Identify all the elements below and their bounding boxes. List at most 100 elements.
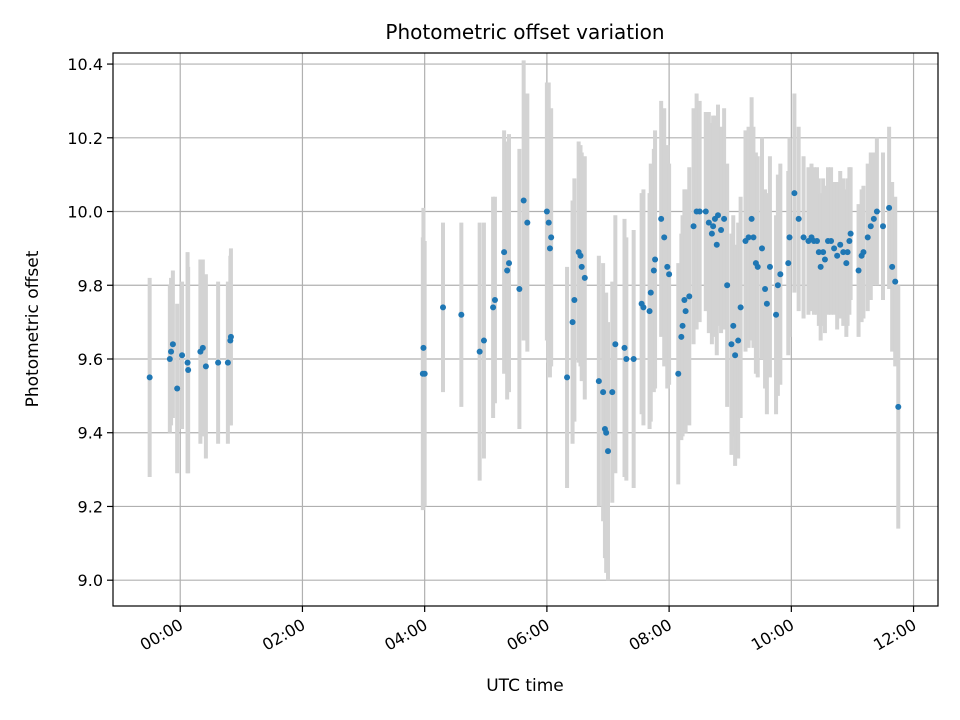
y-tick-label: 9.2: [78, 497, 103, 516]
data-point: [199, 344, 206, 351]
data-point: [791, 190, 798, 197]
data-point: [855, 267, 862, 274]
data-point: [569, 319, 576, 326]
data-point: [169, 341, 176, 348]
x-axis-label: UTC time: [486, 676, 564, 696]
data-point: [548, 234, 555, 241]
data-point: [774, 282, 781, 289]
data-point: [713, 241, 720, 248]
data-point: [564, 374, 571, 381]
plot-frame: [112, 52, 939, 607]
y-tick-label: 9.6: [78, 350, 103, 369]
data-point: [480, 337, 487, 344]
y-tick-label: 9.8: [78, 276, 103, 295]
data-point: [506, 260, 512, 267]
data-point: [724, 282, 731, 289]
data-point: [664, 263, 671, 270]
data-point: [501, 249, 508, 256]
data-point: [215, 359, 222, 366]
data-point: [754, 263, 761, 270]
data-point: [889, 263, 896, 270]
data-point: [646, 308, 653, 315]
data-point: [682, 308, 689, 315]
data-point: [705, 219, 712, 226]
data-point: [745, 234, 752, 241]
data-point: [762, 285, 769, 292]
data-point: [520, 197, 527, 204]
data-point: [678, 333, 685, 340]
data-point: [661, 234, 668, 241]
data-point: [773, 311, 780, 318]
data-point: [846, 238, 853, 245]
data-point: [763, 300, 770, 307]
data-point: [737, 304, 744, 311]
data-point: [892, 278, 899, 285]
data-point: [786, 234, 793, 241]
data-point: [860, 249, 867, 256]
data-point: [666, 271, 673, 278]
data-point: [880, 223, 886, 230]
data-point: [603, 429, 610, 436]
data-point: [815, 249, 822, 256]
data-point: [647, 289, 654, 296]
data-point: [837, 241, 844, 248]
data-point: [504, 267, 511, 274]
data-point: [735, 337, 742, 344]
data-point: [609, 389, 616, 396]
y-tick-label: 9.0: [78, 571, 103, 590]
data-point: [681, 297, 688, 304]
data-point: [785, 260, 792, 267]
data-point: [821, 256, 828, 263]
data-point: [840, 249, 847, 256]
data-point: [168, 348, 175, 355]
data-point: [710, 223, 717, 230]
data-point: [843, 260, 850, 267]
data-point: [600, 389, 607, 396]
y-tick-label: 9.4: [78, 424, 103, 443]
data-point: [708, 230, 715, 237]
data-point: [546, 245, 553, 252]
data-point: [679, 322, 686, 329]
data-point: [847, 230, 854, 237]
data-point: [545, 219, 552, 226]
data-point: [732, 352, 739, 359]
data-point: [844, 249, 851, 256]
data-point: [146, 374, 153, 381]
data-point: [766, 263, 773, 270]
data-point: [179, 352, 186, 359]
data-point: [718, 226, 725, 233]
data-point: [202, 363, 209, 370]
data-point: [581, 274, 588, 281]
data-point: [571, 297, 578, 304]
data-point: [814, 238, 820, 245]
data-point: [421, 370, 428, 377]
data-point: [696, 208, 703, 215]
data-point: [224, 359, 231, 366]
data-point: [795, 215, 802, 222]
data-point: [166, 355, 173, 362]
data-point: [516, 285, 523, 292]
data-point: [800, 234, 807, 241]
data-point: [658, 215, 665, 222]
data-point: [420, 344, 427, 351]
data-point: [476, 348, 483, 355]
data-point: [630, 355, 637, 362]
y-axis-ticks: 9.0 9.2 9.4 9.6 9.8 10.0 10.2 10.4: [67, 55, 113, 590]
data-point: [759, 245, 765, 252]
data-point: [650, 267, 657, 274]
data-point: [895, 403, 902, 410]
data-point: [543, 208, 550, 215]
data-point: [458, 311, 465, 318]
data-point: [721, 215, 728, 222]
data-point: [184, 359, 191, 366]
data-point: [227, 333, 234, 340]
y-tick-label: 10.0: [67, 203, 103, 222]
data-point: [185, 367, 192, 374]
y-tick-label: 10.2: [67, 129, 103, 148]
data-point: [577, 252, 584, 259]
chart-title: Photometric offset variation: [385, 20, 664, 44]
data-point: [715, 212, 721, 219]
data-point: [702, 208, 709, 215]
data-point: [174, 385, 181, 392]
data-point: [864, 234, 871, 241]
